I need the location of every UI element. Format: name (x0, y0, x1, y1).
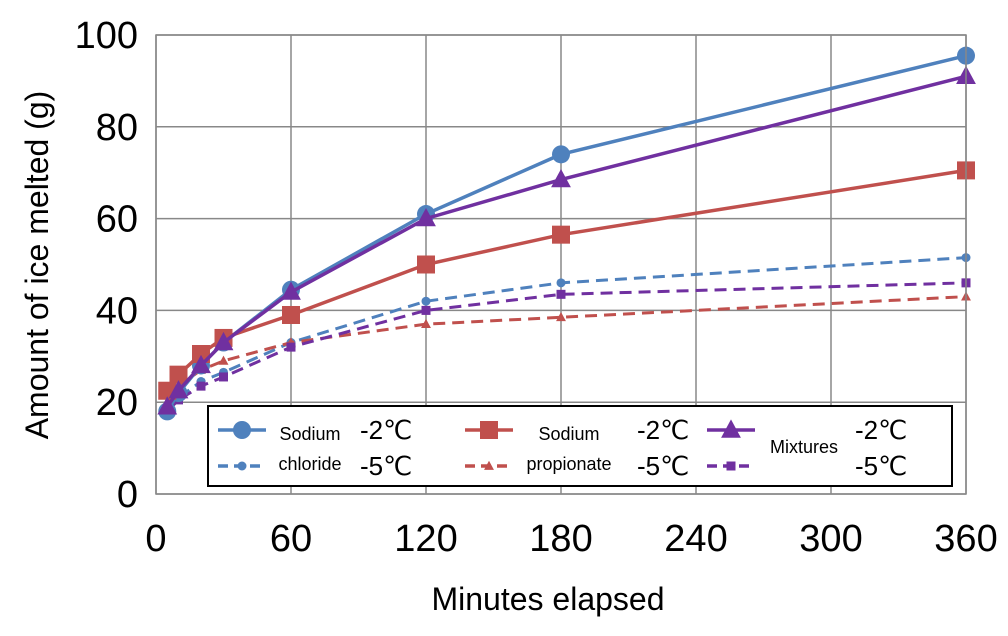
data-point (556, 289, 566, 299)
data-point (282, 305, 300, 324)
data-point (416, 207, 436, 227)
data-point (213, 331, 234, 351)
plot-area-border (155, 34, 967, 495)
data-point (168, 380, 189, 399)
y-axis-title: Amount of ice melted (g) (19, 91, 55, 440)
series-line (166, 256, 967, 413)
series-line (165, 168, 967, 392)
x-tick-label: 360 (934, 518, 997, 560)
data-point (417, 255, 435, 274)
data-point (421, 318, 431, 329)
data-point (191, 354, 211, 374)
data-point (421, 305, 431, 315)
legend-temp-label: -2℃ (360, 415, 412, 445)
legend-name-label: propionate (526, 454, 611, 474)
legend-name-label: Sodium (538, 424, 599, 444)
y-tick-label: 20 (96, 382, 138, 424)
legend-name-label: chloride (278, 454, 341, 474)
legend-group: -2℃ -5℃ Mixtures (707, 415, 907, 481)
series-1 (158, 161, 975, 400)
data-point (169, 365, 188, 384)
y-tick-label: 0 (117, 474, 138, 516)
x-tick-label: 0 (145, 518, 166, 560)
data-point (556, 311, 566, 322)
x-tick-label: 180 (529, 518, 592, 560)
data-point (552, 145, 570, 164)
legend-marker (484, 460, 494, 470)
legend-temp-label: -5℃ (637, 451, 689, 481)
x-tick-label: 60 (270, 518, 312, 560)
legend-name-label: Sodium (279, 424, 340, 444)
y-tick-label: 80 (96, 107, 138, 149)
data-point (556, 278, 566, 288)
data-point (421, 296, 431, 306)
series-lines (157, 46, 976, 421)
legend-marker (721, 419, 741, 438)
legend: -2℃ -5℃ Sodium chloride -2℃ -5℃ Sodium propiona… (207, 405, 953, 487)
data-point (157, 396, 178, 415)
legend-marker (480, 421, 498, 439)
legend-marker (233, 421, 251, 439)
data-point (281, 281, 301, 300)
legend-group: -2℃ -5℃ Sodium chloride (218, 415, 412, 481)
data-point (218, 355, 229, 365)
x-tick-label: 300 (799, 518, 862, 560)
data-point (286, 342, 296, 352)
y-tick-label: 60 (96, 199, 138, 241)
series-3 (162, 253, 971, 416)
legend-box (207, 405, 953, 487)
y-tick-label: 100 (75, 15, 138, 57)
data-point (551, 168, 571, 188)
legend-temp-label: -2℃ (855, 415, 907, 445)
data-point (196, 381, 206, 391)
legend-marker (726, 461, 736, 471)
series-2 (157, 65, 976, 415)
x-tick-label: 240 (664, 518, 727, 560)
legend-name-label: Mixtures (770, 437, 838, 457)
legend-temp-label: -5℃ (855, 451, 907, 481)
y-tick-label: 40 (96, 290, 138, 332)
data-point (219, 372, 228, 382)
data-point (552, 225, 570, 244)
axes: Minutes elapsed Amount of ice melted (g)… (19, 15, 998, 617)
x-tick-label: 120 (394, 518, 457, 560)
series-line (165, 74, 967, 408)
legend-marker (237, 461, 247, 471)
x-axis-title: Minutes elapsed (431, 581, 664, 617)
legend-group: -2℃ -5℃ Sodium propionate (465, 415, 689, 481)
legend-temp-label: -5℃ (360, 451, 412, 481)
legend-temp-label: -2℃ (637, 415, 689, 445)
